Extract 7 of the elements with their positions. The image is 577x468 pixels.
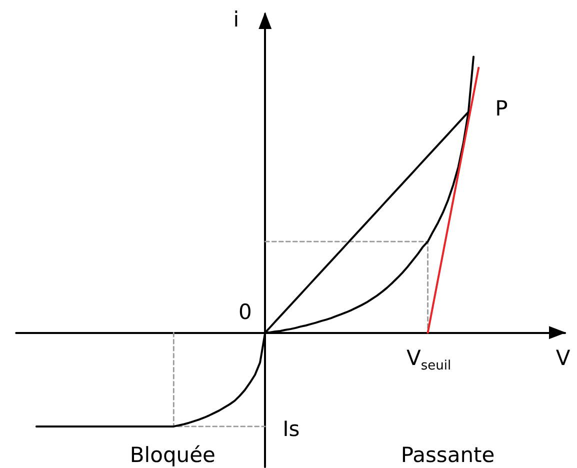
text: Passante — [400, 443, 495, 468]
annotation: 0 — [238, 300, 252, 324]
y-axis-title: i — [233, 8, 240, 32]
text: Bloquée — [130, 443, 216, 468]
annotation: P — [495, 96, 508, 120]
annotation: Is — [282, 416, 300, 441]
x-axis-title: V — [556, 346, 571, 370]
